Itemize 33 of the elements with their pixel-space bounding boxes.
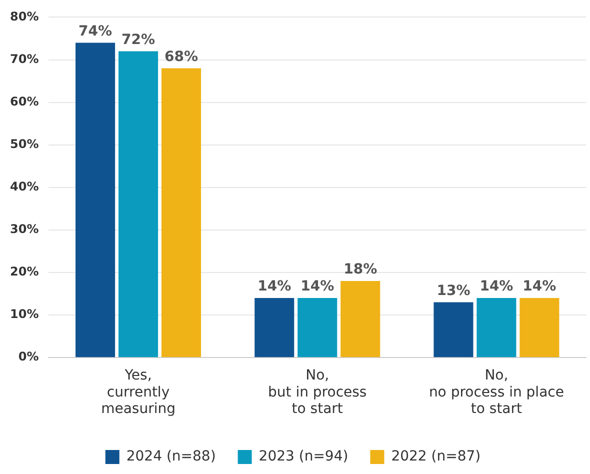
data-label: 68% [164,48,198,65]
data-label: 72% [122,32,156,48]
bar [476,298,516,358]
data-label: 13% [436,282,470,299]
data-label: 74% [78,23,112,40]
bar [161,68,202,358]
bar [76,42,116,358]
data-label: 14% [258,278,292,295]
y-tick-label: 30% [10,222,39,236]
y-tick-label: 50% [10,136,39,151]
y-tick-label: 20% [10,264,39,279]
data-label: 18% [344,262,378,278]
y-tick-label: 40% [10,180,39,194]
x-tick-label: No, but in process to start [268,368,367,418]
bar [520,298,560,358]
y-tick-label: 0% [18,350,39,364]
data-label: 14% [522,278,556,295]
data-label: 14% [480,278,514,295]
bar [118,51,158,358]
legend-label: 2022 (n=87) [391,448,481,465]
y-tick-label: 10% [10,307,39,322]
y-tick-label: 80% [10,9,39,24]
bar [434,302,474,358]
bar [340,281,380,358]
legend-label: 2023 (n=94) [258,448,348,465]
data-label: 14% [300,278,334,295]
bar [298,298,338,358]
x-tick-label: No, no process in place to start [428,368,564,418]
bar [254,298,294,358]
legend-label: 2024 (n=88) [126,448,216,465]
x-tick-label: Yes, currently measuring [101,368,176,418]
y-tick-label: 70% [10,52,39,66]
y-tick-label: 60% [10,94,39,108]
